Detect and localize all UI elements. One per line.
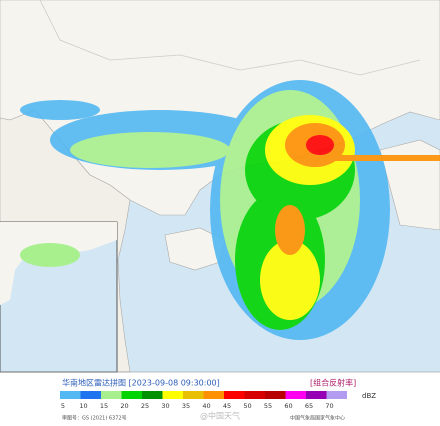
map xyxy=(0,0,440,373)
province-border xyxy=(39,0,421,76)
inset-echo xyxy=(20,243,80,267)
legend-label: 45 xyxy=(223,402,231,410)
source: 中国气象局国家气象中心 xyxy=(290,415,345,422)
title: 华南地区雷达拼图 [2023-09-08 09:30:00] xyxy=(62,378,220,388)
legend-label: 60 xyxy=(284,402,292,410)
taiwan-coast xyxy=(379,139,440,231)
legend-label: 65 xyxy=(305,402,313,410)
legend-label: 15 xyxy=(100,402,108,410)
legend-swatch xyxy=(101,391,122,399)
legend-label: 30 xyxy=(161,402,169,410)
legend-label: 50 xyxy=(243,402,251,410)
inset-land xyxy=(0,222,117,305)
map-number: 审图号：GS (2021) 6372号 xyxy=(62,415,127,422)
legend-swatch xyxy=(162,391,183,399)
legend-label: 40 xyxy=(202,402,210,410)
legend-swatch xyxy=(80,391,101,399)
legend: 5 10 15 20 25 30 35 40 45 50 55 60 65 70 xyxy=(60,391,347,410)
radar-echo xyxy=(20,80,440,340)
legend-swatch xyxy=(244,391,265,399)
product: [组合反射率] xyxy=(310,378,356,388)
legend-label: 35 xyxy=(182,402,190,410)
legend-label: 10 xyxy=(79,402,87,410)
legend-swatch xyxy=(265,391,286,399)
legend-label: 5 xyxy=(61,402,65,410)
legend-swatch xyxy=(306,391,327,399)
legend-swatch xyxy=(326,391,347,399)
legend-label: 25 xyxy=(141,402,149,410)
legend-swatch xyxy=(183,391,204,399)
legend-swatch xyxy=(142,391,163,399)
unit: dBZ xyxy=(362,392,376,400)
legend-label: 70 xyxy=(325,402,333,410)
legend-label: 20 xyxy=(120,402,128,410)
legend-swatch xyxy=(203,391,224,399)
legend-swatch xyxy=(121,391,142,399)
watermark: @中国天气 xyxy=(200,411,240,421)
legend-swatch xyxy=(224,391,245,399)
legend-label: 55 xyxy=(264,402,272,410)
legend-swatch xyxy=(285,391,306,399)
legend-swatch xyxy=(60,391,81,399)
